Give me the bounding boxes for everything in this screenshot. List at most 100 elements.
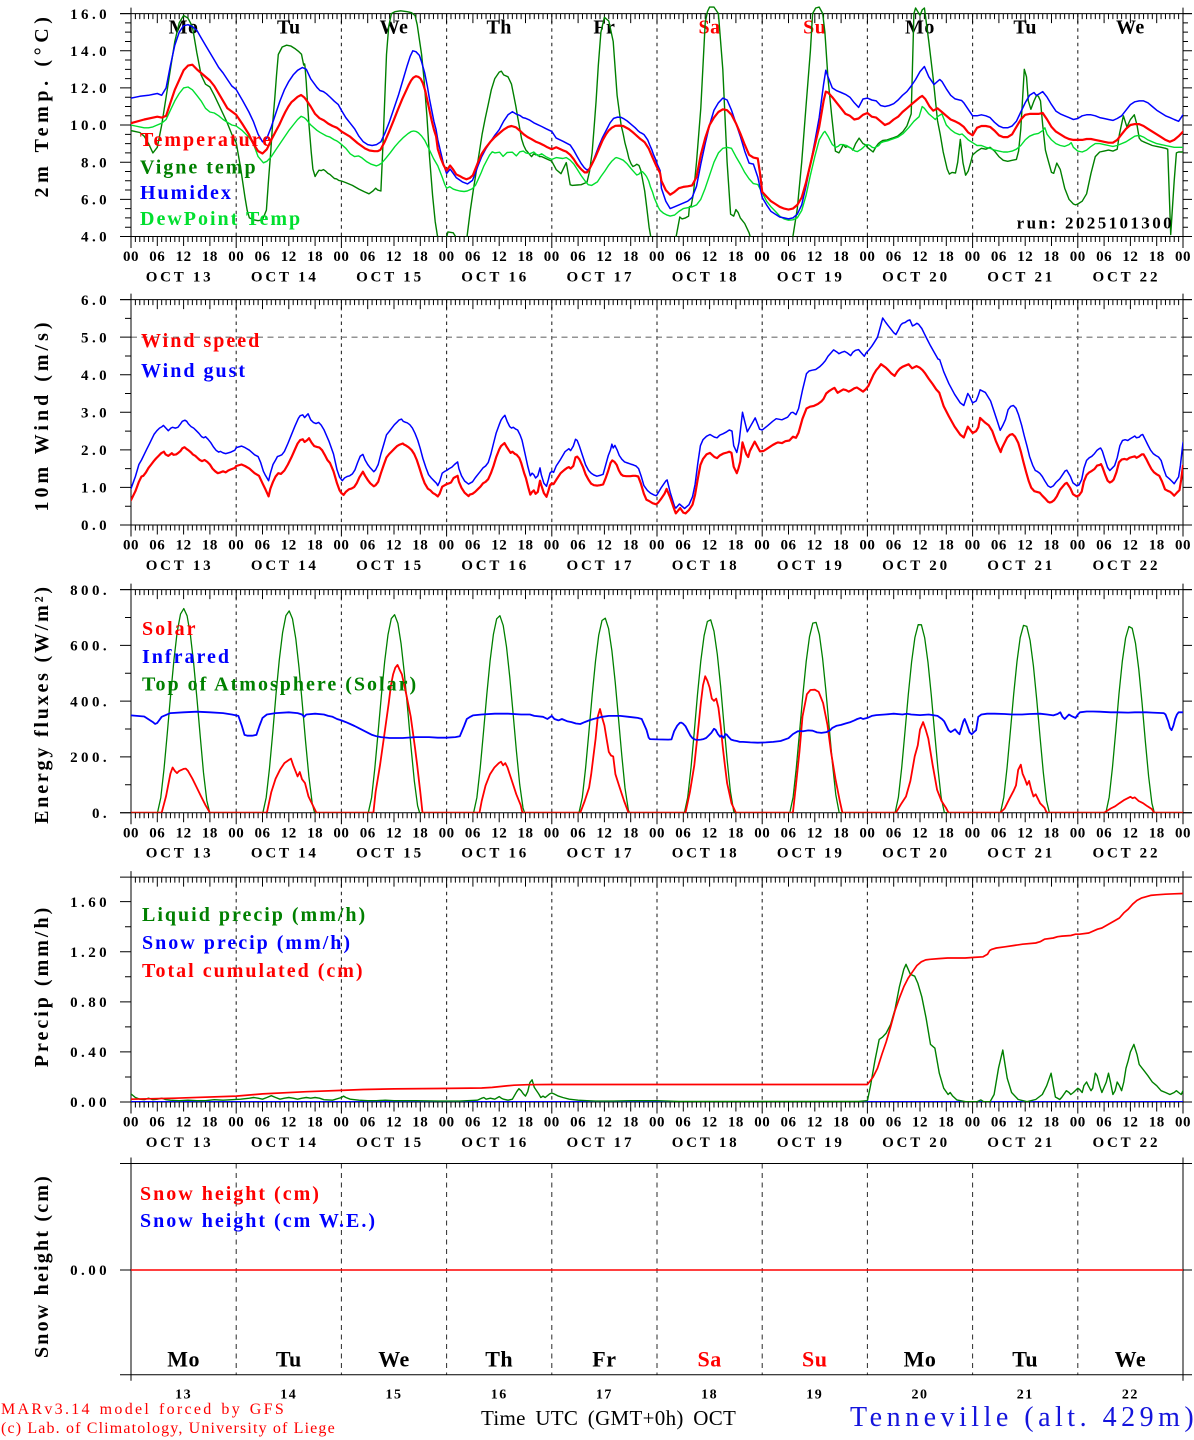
svg-text:OCT 19: OCT 19 (777, 269, 845, 285)
svg-text:18: 18 (623, 825, 639, 841)
svg-text:00: 00 (544, 825, 560, 841)
svg-text:18: 18 (938, 249, 954, 265)
svg-text:OCT 20: OCT 20 (882, 269, 950, 285)
svg-text:18: 18 (202, 538, 218, 554)
svg-text:13: 13 (175, 1387, 192, 1402)
svg-text:06: 06 (781, 825, 797, 841)
svg-text:06: 06 (1096, 825, 1112, 841)
svg-text:18: 18 (623, 249, 639, 265)
svg-text:Tu: Tu (1012, 1346, 1038, 1371)
svg-text:12: 12 (702, 825, 718, 841)
svg-text:06: 06 (255, 1115, 271, 1131)
svg-text:00: 00 (439, 249, 455, 265)
svg-text:12: 12 (1122, 1115, 1138, 1131)
svg-text:18: 18 (518, 538, 534, 554)
svg-text:12: 12 (596, 825, 612, 841)
svg-text:00: 00 (965, 1115, 981, 1131)
svg-text:12: 12 (912, 825, 928, 841)
svg-text:14.0: 14.0 (70, 44, 110, 60)
svg-text:00: 00 (544, 249, 560, 265)
svg-text:Solar: Solar (142, 618, 198, 640)
svg-text:00: 00 (1175, 538, 1191, 554)
svg-text:00: 00 (754, 1115, 770, 1131)
svg-text:16.0: 16.0 (70, 7, 110, 23)
svg-text:18: 18 (412, 538, 428, 554)
svg-text:14: 14 (280, 1387, 297, 1402)
svg-text:12: 12 (281, 825, 297, 841)
svg-text:Humidex: Humidex (140, 182, 233, 204)
svg-text:06: 06 (886, 249, 902, 265)
svg-text:06: 06 (360, 1115, 376, 1131)
svg-text:06: 06 (149, 825, 165, 841)
svg-text:12: 12 (491, 1115, 507, 1131)
svg-text:18: 18 (518, 825, 534, 841)
svg-text:0.80: 0.80 (70, 995, 110, 1011)
svg-text:10m Wind (m/s): 10m Wind (m/s) (31, 318, 53, 511)
svg-text:OCT 14: OCT 14 (251, 846, 319, 862)
svg-text:12: 12 (702, 249, 718, 265)
svg-text:18: 18 (623, 538, 639, 554)
svg-text:12: 12 (596, 1115, 612, 1131)
svg-text:OCT 21: OCT 21 (987, 846, 1055, 862)
svg-text:00: 00 (649, 249, 665, 265)
svg-text:Snow height (cm W.E.): Snow height (cm W.E.) (140, 1210, 377, 1232)
svg-text:OCT 20: OCT 20 (882, 846, 950, 862)
svg-text:6.0: 6.0 (81, 293, 110, 309)
svg-text:Tenneville (alt. 429m): Tenneville (alt. 429m) (850, 1402, 1194, 1433)
svg-text:OCT 15: OCT 15 (356, 269, 424, 285)
svg-text:00: 00 (544, 1115, 560, 1131)
svg-text:Th: Th (485, 1346, 513, 1371)
svg-text:We: We (380, 17, 409, 39)
svg-text:18: 18 (518, 1115, 534, 1131)
svg-text:Mo: Mo (905, 17, 935, 39)
svg-text:00: 00 (333, 249, 349, 265)
svg-text:18: 18 (728, 1115, 744, 1131)
svg-text:Top of Atmosphere (Solar): Top of Atmosphere (Solar) (142, 674, 418, 696)
svg-text:18: 18 (833, 1115, 849, 1131)
svg-text:OCT 13: OCT 13 (146, 269, 214, 285)
svg-text:Snow height (cm): Snow height (cm) (140, 1183, 321, 1205)
svg-text:00: 00 (649, 825, 665, 841)
svg-text:2.0: 2.0 (81, 443, 110, 459)
svg-text:We: We (378, 1346, 410, 1371)
svg-text:00: 00 (228, 538, 244, 554)
svg-text:12: 12 (491, 538, 507, 554)
svg-text:12: 12 (1017, 538, 1033, 554)
svg-text:12: 12 (807, 249, 823, 265)
svg-text:06: 06 (991, 1115, 1007, 1131)
svg-text:OCT 18: OCT 18 (672, 558, 740, 574)
svg-text:0.0: 0.0 (81, 518, 110, 534)
svg-text:OCT 21: OCT 21 (987, 1135, 1055, 1151)
svg-text:OCT 15: OCT 15 (356, 558, 424, 574)
svg-text:4.0: 4.0 (81, 368, 110, 384)
svg-text:18: 18 (938, 1115, 954, 1131)
svg-text:OCT 22: OCT 22 (1093, 558, 1161, 574)
svg-text:Precip (mm/h): Precip (mm/h) (31, 905, 53, 1068)
svg-text:06: 06 (149, 538, 165, 554)
svg-text:12: 12 (596, 249, 612, 265)
svg-text:06: 06 (465, 825, 481, 841)
svg-text:12: 12 (176, 825, 192, 841)
svg-text:18: 18 (728, 249, 744, 265)
svg-text:00: 00 (859, 1115, 875, 1131)
svg-text:06: 06 (149, 1115, 165, 1131)
svg-text:Tu: Tu (1013, 17, 1037, 39)
svg-text:OCT 16: OCT 16 (461, 269, 529, 285)
svg-text:12: 12 (912, 538, 928, 554)
svg-text:12: 12 (1122, 249, 1138, 265)
svg-text:18: 18 (1149, 538, 1165, 554)
svg-text:00: 00 (965, 538, 981, 554)
svg-text:06: 06 (991, 825, 1007, 841)
svg-text:18: 18 (728, 538, 744, 554)
svg-text:00: 00 (1175, 1115, 1191, 1131)
svg-text:12: 12 (1017, 825, 1033, 841)
svg-text:18: 18 (1149, 249, 1165, 265)
svg-text:00: 00 (544, 538, 560, 554)
svg-text:06: 06 (781, 538, 797, 554)
svg-text:12: 12 (281, 249, 297, 265)
svg-text:Infrared: Infrared (142, 646, 231, 668)
svg-text:OCT 15: OCT 15 (356, 1135, 424, 1151)
svg-text:OCT 15: OCT 15 (356, 846, 424, 862)
svg-text:06: 06 (675, 825, 691, 841)
svg-text:12: 12 (912, 249, 928, 265)
